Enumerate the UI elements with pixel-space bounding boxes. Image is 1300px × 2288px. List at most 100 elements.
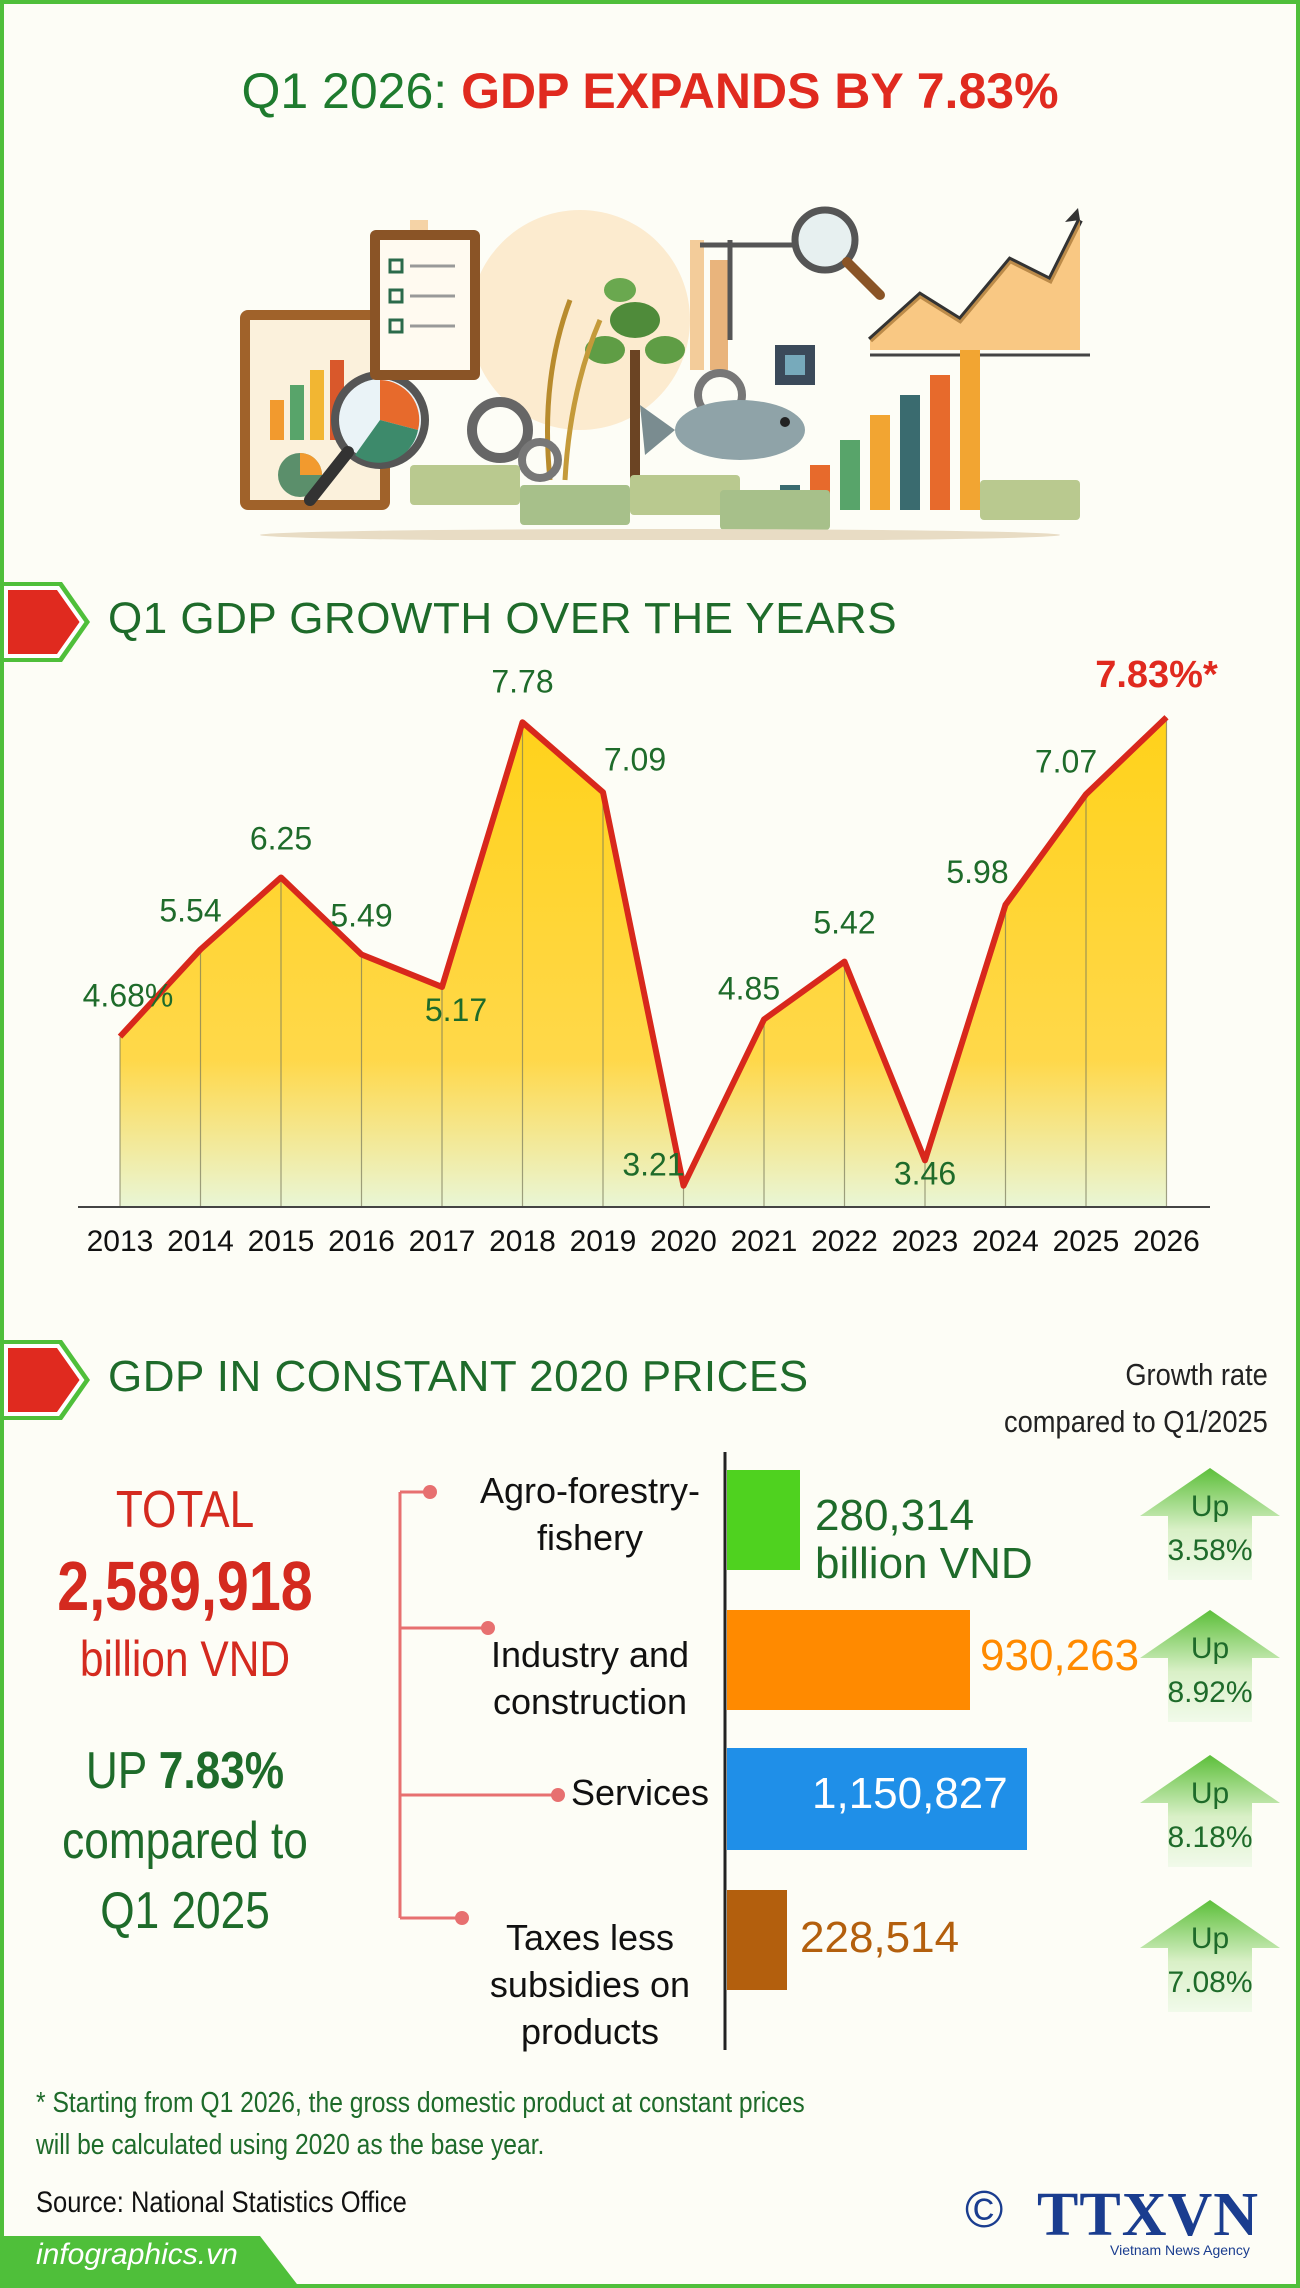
footnote-line2: will be calculated using 2020 as the bas…: [36, 2129, 545, 2162]
sector-value-agro: 280,314 billion VND: [815, 1491, 1033, 1589]
industry-up-word: Up: [1190, 1632, 1230, 1665]
sector-label-taxes: Taxes less subsidies on products: [460, 1915, 720, 2055]
gdp-growth-chart: 4.68% 5.54 6.25 5.49 5.17 7.78 7.09 3.21 4.85 5.4…: [78, 654, 1218, 1258]
up-value: 7.83%: [158, 1742, 285, 1800]
taxes-growth: 7.08%: [1167, 1966, 1253, 1999]
up-arrow-icon: [1140, 1610, 1280, 1722]
growth-rate-header: Growth rate compared to Q1/2025: [1004, 1352, 1268, 1445]
section-arrow-icon: [0, 582, 90, 662]
logo-name: TTXVN: [1037, 2181, 1260, 2249]
sector-bar-services: [727, 1748, 1027, 1850]
chart-data-label: 5.42: [813, 905, 875, 941]
source-note: Source: National Statistics Office: [36, 2186, 407, 2219]
section-constant-heading: GDP IN CONSTANT 2020 PRICES: [0, 1340, 1300, 1420]
chart-x-tick-label: 2013: [87, 1225, 154, 1258]
chart-data-label: 6.25: [250, 820, 312, 856]
chart-x-tick-label: 2015: [248, 1225, 315, 1258]
agro-value-unit: billion VND: [815, 1539, 1033, 1589]
title-prefix: Q1 2026:: [241, 63, 462, 119]
growth-header-line1: Growth rate: [1125, 1357, 1268, 1392]
sector-label-industry: Industry and construction: [460, 1632, 720, 1726]
chart-x-tick-label: 2014: [167, 1225, 234, 1258]
ttxvn-logo: © TTXVN Vietnam News Agency: [965, 2180, 1265, 2260]
taxes-up-word: Up: [1190, 1922, 1230, 1955]
industry-growth: 8.92%: [1167, 1676, 1253, 1709]
total-unit: billion VND: [79, 1631, 291, 1687]
sector-value-services: 1,150,827: [812, 1769, 1008, 1818]
chart-x-tick-label: 2019: [570, 1225, 637, 1258]
agro-up-word: Up: [1190, 1490, 1230, 1523]
chart-x-tick-label: 2021: [731, 1225, 798, 1258]
up-line3: Q1 2025: [100, 1882, 270, 1941]
section-growth-heading: Q1 GDP GROWTH OVER THE YEARS: [0, 582, 1300, 662]
sector-agro-line1: Agro-forestry-: [479, 1470, 701, 1511]
chart-x-tick-label: 2020: [650, 1225, 717, 1258]
sector-taxes-line1: Taxes less: [505, 1917, 675, 1958]
logo-subtitle: Vietnam News Agency: [1110, 2242, 1250, 2258]
site-link[interactable]: infographics.vn: [36, 2238, 238, 2271]
chart-data-label: 4.68%: [83, 978, 174, 1014]
chart-x-tick-label: 2016: [328, 1225, 395, 1258]
sector-taxes-line3: products: [520, 2010, 660, 2052]
up-arrow-icon: [1140, 1468, 1280, 1580]
total-value: 2,589,918: [57, 1547, 313, 1625]
chart-x-tick-label: 2024: [972, 1225, 1039, 1258]
chart-data-label: 4.85: [718, 970, 780, 1006]
chart-data-label: 7.78: [491, 663, 553, 699]
agro-growth: 3.58%: [1167, 1534, 1253, 1567]
sector-agro-line2: fishery: [536, 1516, 644, 1558]
up-prefix: UP: [85, 1742, 159, 1800]
chart-data-label: 7.09: [604, 741, 666, 777]
chart-x-tick-label: 2017: [409, 1225, 476, 1258]
page-title: Q1 2026: GDP EXPANDS BY 7.83%: [0, 62, 1300, 120]
chart-x-tick-label: 2026: [1133, 1225, 1200, 1258]
chart-area-fill: [120, 717, 1167, 1207]
sector-bar-industry: [727, 1610, 970, 1710]
growth-arrow-industry: Up 8.92%: [1140, 1610, 1280, 1722]
sector-industry-line1: Industry and: [490, 1634, 690, 1675]
chart-data-label: 5.17: [425, 992, 487, 1028]
growth-arrow-taxes: Up 7.08%: [1140, 1900, 1280, 2012]
chart-data-label: 3.46: [894, 1155, 956, 1191]
services-up-word: Up: [1190, 1777, 1230, 1810]
sector-services-line1: Services: [570, 1772, 710, 1813]
sector-bar-taxes: [727, 1890, 787, 1990]
services-growth: 8.18%: [1167, 1821, 1253, 1854]
up-arrow-icon: [1140, 1900, 1280, 2012]
sector-taxes-line2: subsidies on: [489, 1963, 691, 2005]
chart-x-tick-label: 2022: [811, 1225, 878, 1258]
footnote: * Starting from Q1 2026, the gross domes…: [36, 2082, 805, 2166]
sector-label-agro: Agro-forestry- fishery: [460, 1468, 720, 1562]
chart-data-label: 3.21: [622, 1147, 684, 1183]
title-highlight: GDP EXPANDS BY 7.83%: [461, 63, 1059, 119]
section-constant-title: GDP IN CONSTANT 2020 PRICES: [108, 1352, 809, 1401]
up-line2: compared to: [62, 1812, 308, 1871]
chart-x-tick-label: 2025: [1053, 1225, 1120, 1258]
section-growth-title: Q1 GDP GROWTH OVER THE YEARS: [108, 594, 898, 643]
total-up: UP 7.83%: [45, 1736, 326, 1806]
total-label: TOTAL: [115, 1481, 255, 1539]
sector-industry-line2: construction: [492, 1680, 688, 1722]
section-arrow-icon: [0, 1340, 90, 1420]
chart-x-tick-label: 2018: [489, 1225, 556, 1258]
chart-data-label: 5.49: [330, 898, 392, 934]
chart-data-label: 5.98: [946, 854, 1008, 890]
total-block: TOTAL 2,589,918 billion VND UP 7.83% com…: [20, 1480, 350, 1947]
growth-arrow-services: Up 8.18%: [1140, 1755, 1280, 1867]
economy-illustration: [240, 206, 1090, 540]
sector-value-taxes: 228,514: [800, 1913, 960, 1962]
agro-value-number: 280,314: [815, 1491, 975, 1540]
sector-label-services: Services: [560, 1770, 720, 1817]
chart-x-tick-label: 2023: [892, 1225, 959, 1258]
sector-value-industry: 930,263: [980, 1631, 1140, 1680]
chart-data-label: 7.83%*: [1095, 654, 1218, 696]
footer-bar: [0, 2236, 1300, 2288]
growth-arrow-agro: Up 3.58%: [1140, 1468, 1280, 1580]
chart-data-label: 7.07: [1035, 743, 1097, 779]
footnote-line1: * Starting from Q1 2026, the gross domes…: [36, 2087, 805, 2119]
chart-series-line: [117, 715, 1169, 1189]
up-arrow-icon: [1140, 1755, 1280, 1867]
chart-data-label: 5.54: [159, 892, 221, 928]
sector-bar-agro: [727, 1470, 800, 1570]
